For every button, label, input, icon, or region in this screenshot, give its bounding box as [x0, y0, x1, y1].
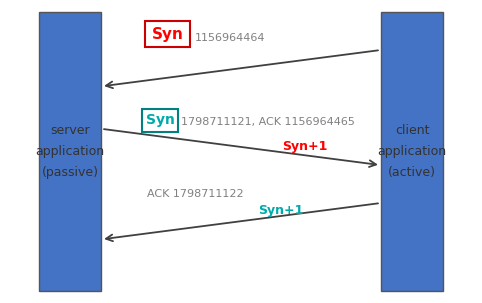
FancyBboxPatch shape	[145, 21, 190, 47]
Text: Syn+1: Syn+1	[282, 141, 327, 153]
Text: Syn+1: Syn+1	[258, 204, 303, 217]
FancyBboxPatch shape	[39, 12, 101, 291]
FancyBboxPatch shape	[381, 12, 443, 291]
Text: Syn: Syn	[151, 27, 184, 42]
Text: server
application
(passive): server application (passive)	[35, 124, 105, 179]
Text: 1156964464: 1156964464	[195, 33, 266, 43]
Text: client
application
(active): client application (active)	[377, 124, 447, 179]
FancyBboxPatch shape	[142, 109, 178, 132]
Text: Syn: Syn	[146, 113, 174, 128]
Text: 1798711121, ACK 1156964465: 1798711121, ACK 1156964465	[181, 117, 355, 127]
Text: ACK 1798711122: ACK 1798711122	[147, 189, 243, 199]
